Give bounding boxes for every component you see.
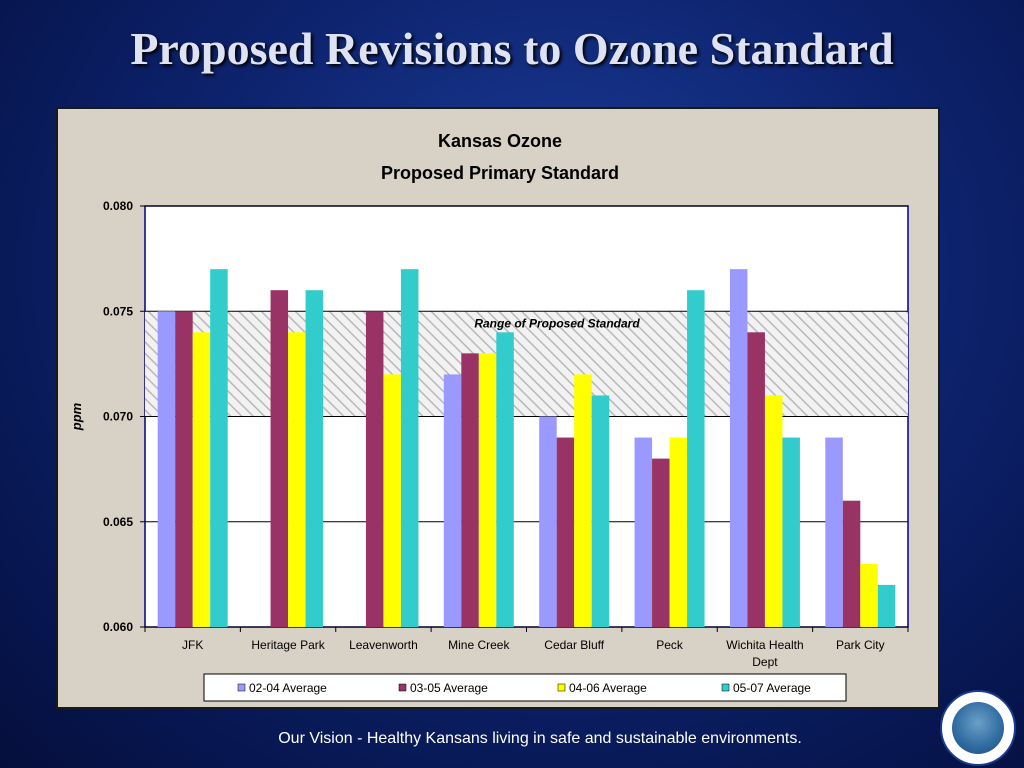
seal-emblem-icon: [952, 702, 1004, 754]
chart-subtitle: Proposed Primary Standard: [381, 163, 619, 183]
bar: [443, 374, 462, 627]
bar: [383, 374, 401, 627]
bar: [687, 290, 705, 627]
bar: [634, 437, 653, 627]
bar: [574, 374, 592, 627]
footer-vision-text: Our Vision - Healthy Kansans living in s…: [278, 730, 802, 747]
y-tick-label: 0.060: [103, 620, 133, 634]
bar: [288, 332, 306, 627]
y-axis-label: ppm: [69, 402, 84, 431]
y-tick-label: 0.065: [103, 515, 133, 529]
x-category-label: Park City: [836, 638, 885, 652]
x-category-label: Peck: [656, 638, 684, 652]
chart-title: Kansas Ozone: [438, 131, 562, 151]
legend-label: 02-04 Average: [249, 681, 327, 695]
x-category-label: Cedar Bluff: [544, 638, 604, 652]
bar: [591, 395, 610, 627]
bar: [305, 290, 324, 627]
bar: [539, 416, 557, 627]
bar: [478, 353, 497, 627]
bar: [192, 332, 211, 627]
x-category-label: Heritage Park: [251, 638, 325, 652]
slide-title: Proposed Revisions to Ozone Standard: [130, 23, 894, 74]
bar: [157, 311, 176, 627]
y-tick-label: 0.075: [103, 304, 133, 318]
y-tick-label: 0.080: [103, 199, 133, 213]
bar: [669, 437, 688, 627]
bar: [556, 437, 575, 627]
chart-panel: Kansas Ozone Proposed Primary Standard 0…: [56, 107, 940, 709]
x-category-label: Leavenworth: [349, 638, 418, 652]
bar: [365, 311, 384, 627]
bar: [496, 332, 514, 627]
bar: [175, 311, 193, 627]
bar: [877, 584, 896, 627]
legend-swatch: [557, 683, 566, 692]
legend-label: 04-06 Average: [569, 681, 647, 695]
bar: [652, 458, 670, 627]
legend-box: [203, 673, 847, 702]
x-category-label: Mine Creek: [448, 638, 510, 652]
ozone-bar-chart: Kansas Ozone Proposed Primary Standard 0…: [69, 131, 909, 702]
bar: [210, 269, 228, 627]
legend-swatch: [721, 683, 730, 692]
bar: [825, 437, 843, 627]
x-category-label: JFK: [182, 638, 203, 652]
y-tick-label: 0.070: [103, 410, 133, 424]
bar: [764, 395, 783, 627]
x-category-label: Dept: [752, 655, 778, 669]
legend-label: 03-05 Average: [410, 681, 488, 695]
legend-swatch: [237, 683, 246, 692]
kdhe-seal-logo: [940, 690, 1016, 766]
bar: [270, 290, 289, 627]
bar: [400, 269, 419, 627]
x-category-label: Wichita Health: [726, 638, 803, 652]
bar: [782, 437, 800, 627]
bar: [860, 563, 878, 627]
bar: [461, 353, 479, 627]
bar: [729, 269, 748, 627]
bar: [842, 500, 861, 627]
range-annotation-label: Range of Proposed Standard: [474, 316, 640, 330]
legend-swatch: [398, 683, 407, 692]
legend-label: 05-07 Average: [733, 681, 811, 695]
bar: [747, 332, 765, 627]
